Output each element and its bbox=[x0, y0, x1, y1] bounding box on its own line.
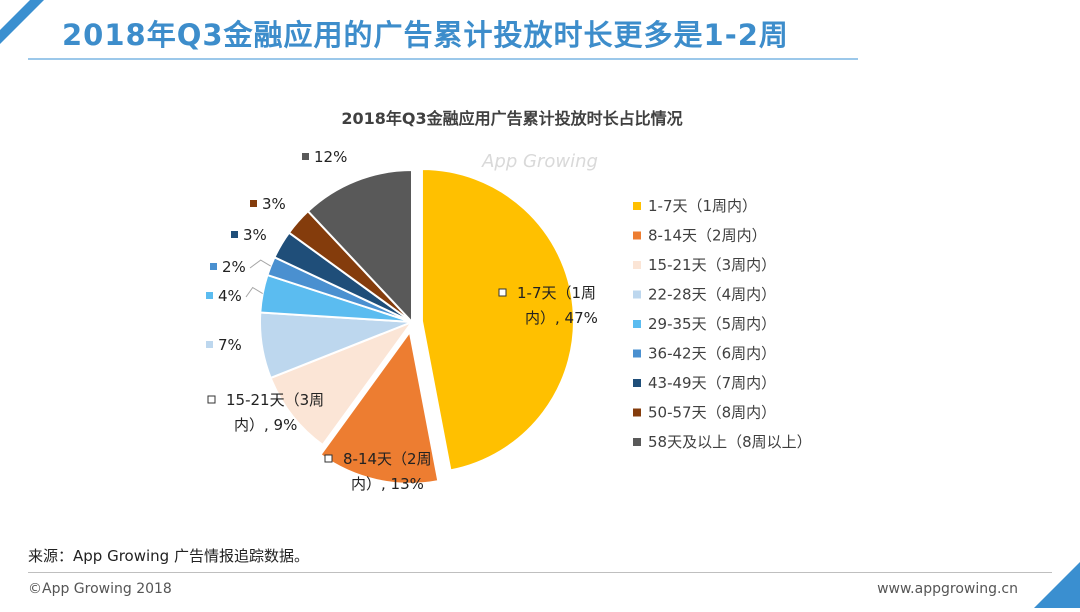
website-link[interactable]: www.appgrowing.cn bbox=[877, 581, 1018, 597]
page-title: 2018年Q3金融应用的广告累计投放时长更多是1-2周 bbox=[62, 18, 789, 52]
data-label-marker-9 bbox=[302, 153, 309, 160]
footer-divider bbox=[28, 572, 1052, 573]
legend-swatch-6 bbox=[633, 349, 641, 358]
legend-label-5: 29-35天（5周内） bbox=[648, 315, 776, 333]
copyright-text: ©App Growing 2018 bbox=[28, 581, 172, 597]
data-label-1-line-1: 1-7天（1周 bbox=[517, 284, 596, 302]
data-label-6-line-1: 2% bbox=[222, 258, 246, 276]
data-label-marker-7 bbox=[231, 231, 238, 238]
watermark: App Growing bbox=[481, 151, 598, 172]
data-label-7-line-1: 3% bbox=[243, 226, 267, 244]
data-label-marker-4 bbox=[206, 341, 213, 348]
legend-swatch-3 bbox=[633, 261, 641, 269]
legend-swatch-8 bbox=[633, 408, 641, 417]
legend-swatch-4 bbox=[633, 290, 641, 299]
data-label-5-line-1: 4% bbox=[218, 287, 242, 305]
legend-swatch-2 bbox=[633, 231, 641, 240]
leader-line-6 bbox=[249, 259, 271, 269]
leader-line-5 bbox=[245, 286, 263, 298]
legend-label-3: 15-21天（3周内） bbox=[648, 256, 776, 274]
data-label-marker-3 bbox=[207, 395, 216, 404]
data-label-3-line-2: 内）, 9% bbox=[234, 416, 297, 434]
pie-slice-9[interactable] bbox=[306, 168, 413, 325]
legend-label-4: 22-28天（4周内） bbox=[648, 286, 776, 304]
corner-decoration-bottom-right bbox=[1034, 562, 1080, 608]
legend-label-9: 58天及以上（8周以上） bbox=[648, 433, 812, 451]
data-label-8-line-1: 3% bbox=[262, 195, 286, 213]
corner-decoration-top-left-inner bbox=[0, 0, 30, 30]
legend-label-7: 43-49天（7周内） bbox=[648, 374, 776, 392]
data-label-3-line-1: 15-21天（3周 bbox=[226, 391, 324, 409]
legend-swatch-5 bbox=[633, 320, 641, 328]
legend-swatch-7 bbox=[633, 379, 641, 387]
pie-slice-1[interactable] bbox=[420, 168, 575, 472]
data-label-marker-6 bbox=[210, 263, 217, 270]
data-label-marker-5 bbox=[206, 292, 213, 299]
data-label-marker-2 bbox=[324, 454, 333, 463]
data-label-1-line-2: 内）, 47% bbox=[525, 309, 598, 327]
data-label-2-line-2: 内）, 13% bbox=[351, 475, 424, 493]
source-note: 来源：App Growing 广告情报追踪数据。 bbox=[28, 547, 309, 565]
legend-label-6: 36-42天（6周内） bbox=[648, 345, 776, 363]
legend-label-2: 8-14天（2周内） bbox=[648, 227, 767, 245]
pie-slice-3[interactable] bbox=[269, 319, 415, 447]
data-label-marker-8 bbox=[250, 200, 257, 207]
legend-swatch-9 bbox=[633, 438, 641, 446]
data-label-marker-1 bbox=[498, 288, 507, 297]
data-label-2-line-1: 8-14天（2周 bbox=[343, 450, 432, 468]
data-label-4-line-1: 7% bbox=[218, 336, 242, 354]
legend-label-8: 50-57天（8周内） bbox=[648, 404, 776, 422]
title-divider bbox=[28, 58, 858, 60]
chart-title: 2018年Q3金融应用广告累计投放时长占比情况 bbox=[341, 109, 682, 128]
data-label-9-line-1: 12% bbox=[314, 148, 347, 166]
legend-label-1: 1-7天（1周内） bbox=[648, 197, 757, 215]
legend-swatch-1 bbox=[633, 202, 641, 210]
